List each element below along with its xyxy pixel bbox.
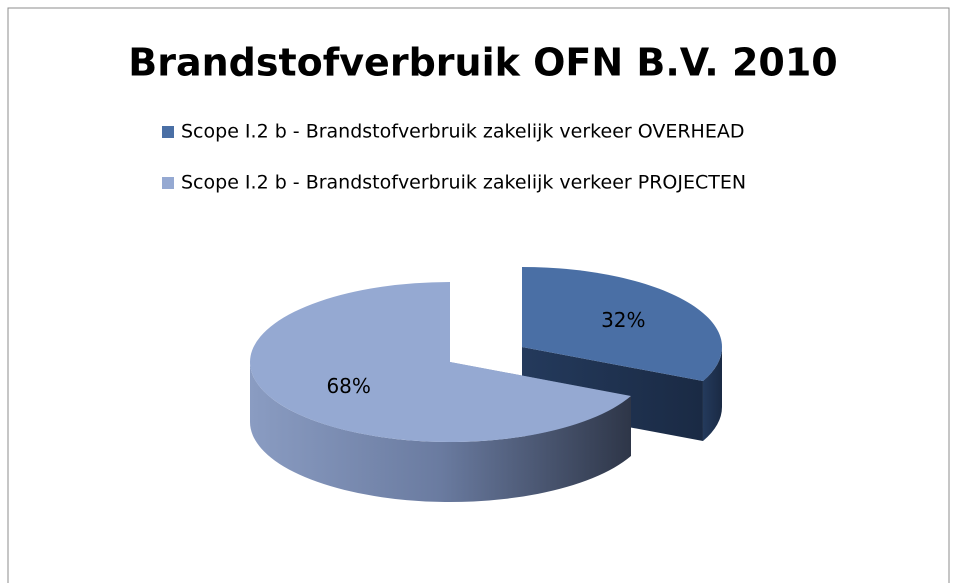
slice bbox=[522, 267, 722, 382]
data-label: 32% bbox=[601, 308, 645, 332]
slice-wall bbox=[702, 347, 722, 442]
legend-label: Scope I.2 b - Brandstofverbruik zakelijk… bbox=[181, 172, 746, 194]
legend-swatch bbox=[162, 126, 174, 138]
legend-swatch bbox=[162, 177, 174, 189]
data-label: 68% bbox=[326, 374, 370, 398]
chart-title: Brandstofverbruik OFN B.V. 2010 bbox=[128, 41, 837, 85]
slice-wall bbox=[250, 362, 631, 502]
slice bbox=[249, 282, 631, 442]
legend-label: Scope I.2 b - Brandstofverbruik zakelijk… bbox=[181, 121, 744, 143]
